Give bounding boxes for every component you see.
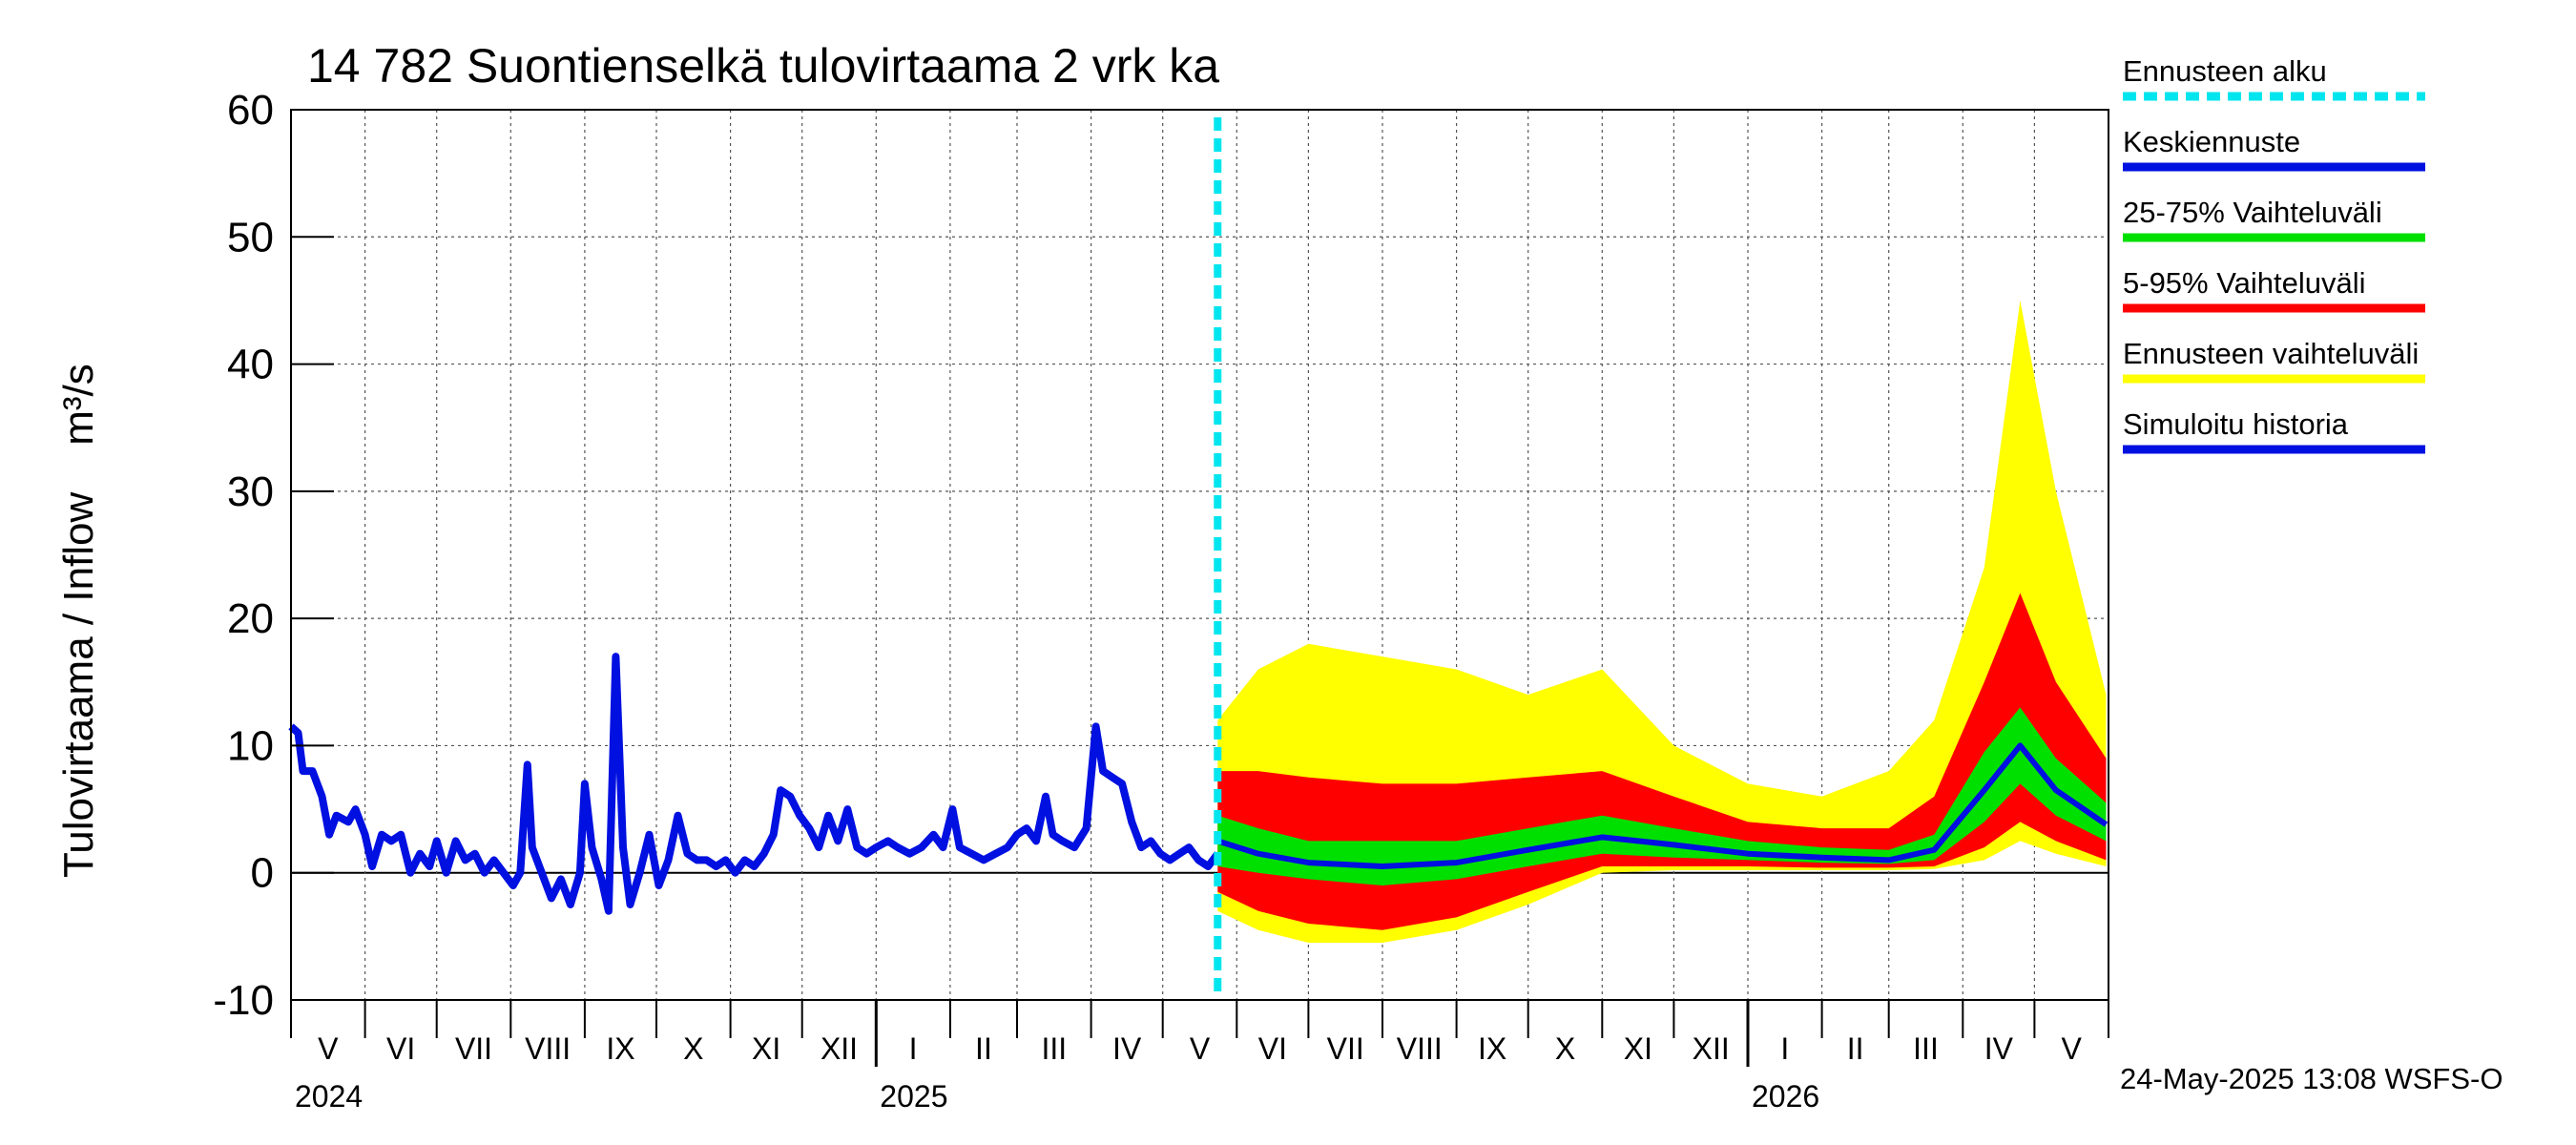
chart-title: 14 782 Suontienselkä tulovirtaama 2 vrk … [307, 39, 1219, 93]
legend-label: 5-95% Vaihteluväli [2123, 266, 2365, 300]
y-axis-label: Tulovirtaama / Inflow m³/s [55, 364, 102, 878]
forecast-bands [1217, 300, 2107, 943]
forecast-range-band [1217, 300, 2107, 943]
month-label: V [1190, 1031, 1211, 1066]
month-label: IX [606, 1031, 634, 1066]
legend-label: 25-75% Vaihteluväli [2123, 196, 2382, 229]
y-tick-label: 30 [227, 468, 274, 515]
y-tick-label: 20 [227, 595, 274, 642]
month-label: I [909, 1031, 918, 1066]
month-label: III [1041, 1031, 1067, 1066]
month-label: XI [1624, 1031, 1652, 1066]
series-lines [288, 117, 2109, 1000]
y-tick-label: 0 [251, 850, 274, 897]
year-label: 2025 [880, 1079, 947, 1114]
month-label: VI [1258, 1031, 1287, 1066]
month-label: IX [1478, 1031, 1506, 1066]
month-label: XII [1693, 1031, 1730, 1066]
y-tick-label: 10 [227, 722, 274, 769]
month-label: VI [386, 1031, 415, 1066]
x-axis: V VI VII VIII IX X XI XII I II III IV V VI VII VIII IX X X… [290, 1000, 2109, 1114]
month-label: V [2062, 1031, 2083, 1066]
plot-frame [290, 109, 2109, 1001]
month-label: I [1780, 1031, 1789, 1066]
y-tick-label: 40 [227, 342, 274, 388]
simulated-history-line [288, 653, 1221, 915]
year-label: 2026 [1752, 1079, 1819, 1114]
legend-label: Ennusteen vaihteluväli [2123, 337, 2419, 370]
y-tick-label: 50 [227, 214, 274, 260]
month-label: VIII [525, 1031, 571, 1066]
month-label: II [975, 1031, 992, 1066]
month-label: X [683, 1031, 703, 1066]
legend-label: Simuloitu historia [2123, 407, 2349, 441]
month-label: IV [1984, 1031, 2014, 1066]
p25-p75-band [1217, 707, 2107, 885]
month-label: XI [752, 1031, 780, 1066]
month-label: VII [1327, 1031, 1364, 1066]
month-label: IV [1112, 1031, 1142, 1066]
month-label: V [318, 1031, 339, 1066]
month-label: III [1913, 1031, 1939, 1066]
legend: Ennusteen alku Keskiennuste 25-75% Vaihtel… [2123, 54, 2425, 454]
footer-timestamp: 24-May-2025 13:08 WSFS-O [2120, 1062, 2503, 1095]
month-label: XII [821, 1031, 858, 1066]
legend-label: Ennusteen alku [2123, 54, 2327, 88]
y-tick-label: -10 [213, 977, 274, 1024]
legend-label: Keskiennuste [2123, 125, 2300, 158]
year-label: 2024 [295, 1079, 363, 1114]
y-axis: -10 0 10 20 30 40 50 60 [213, 87, 334, 1024]
month-label: VIII [1397, 1031, 1443, 1066]
month-label: II [1847, 1031, 1864, 1066]
median-forecast-line [1216, 742, 2109, 869]
month-label: VII [455, 1031, 492, 1066]
month-label: X [1555, 1031, 1575, 1066]
y-tick-label: 60 [227, 87, 274, 134]
